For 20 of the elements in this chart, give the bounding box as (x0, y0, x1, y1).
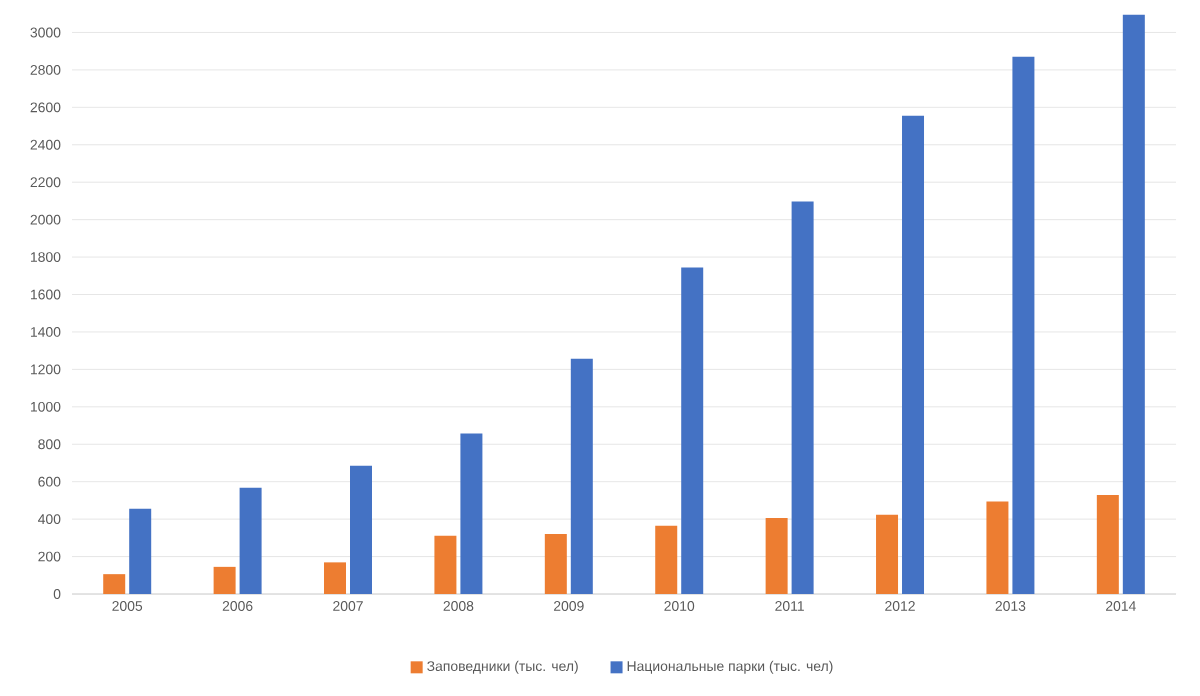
bar (570, 358, 593, 594)
bar (876, 514, 899, 594)
bar (460, 433, 483, 594)
bar (791, 201, 814, 594)
bar (434, 535, 457, 594)
bar (1096, 494, 1119, 594)
bar (655, 525, 678, 594)
bar (1012, 56, 1035, 594)
bar (103, 574, 126, 594)
bar (902, 115, 925, 594)
bar (1122, 14, 1145, 594)
bar (681, 267, 704, 594)
bar (765, 518, 788, 594)
bar (213, 566, 236, 594)
bar (129, 508, 152, 594)
bar (986, 501, 1009, 594)
bar (239, 487, 262, 594)
bar (544, 533, 567, 594)
bar (350, 465, 372, 594)
bar (324, 562, 347, 594)
